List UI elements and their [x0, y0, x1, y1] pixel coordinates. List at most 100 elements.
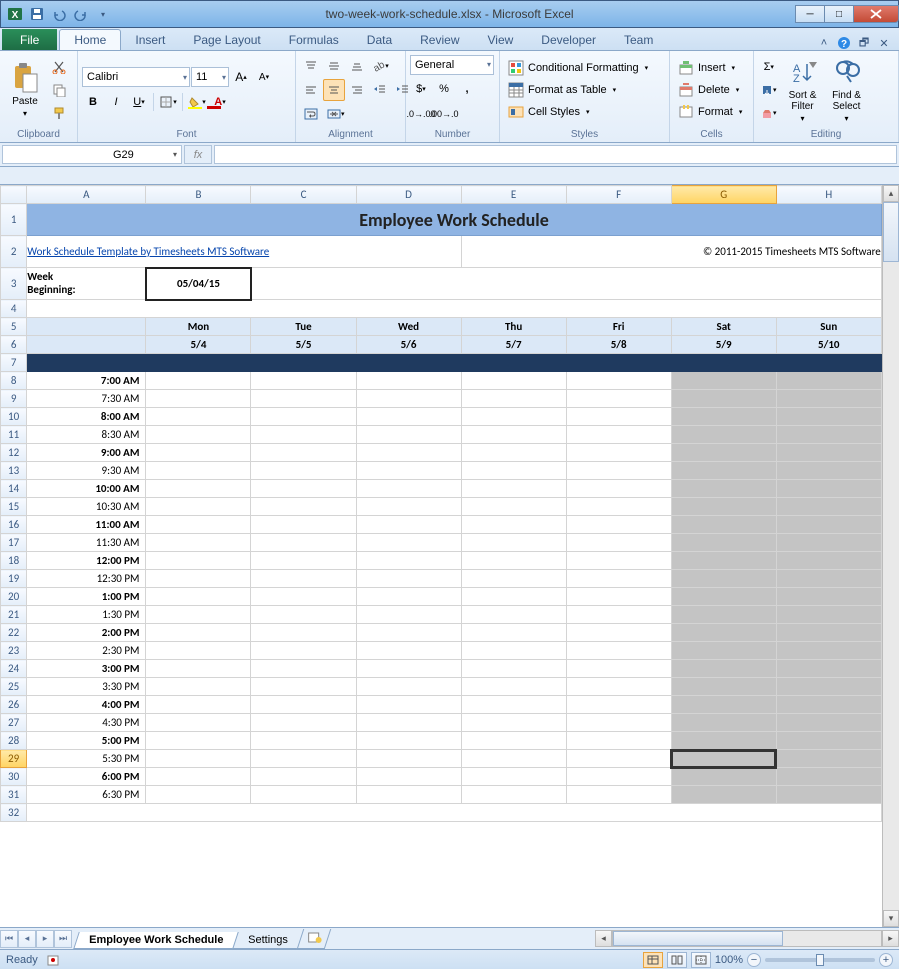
scroll-thumb[interactable]	[613, 931, 783, 946]
name-box[interactable]: G29▾	[2, 145, 182, 164]
shrink-font-icon[interactable]: A▾	[253, 66, 275, 88]
schedule-cell[interactable]	[671, 588, 776, 606]
copy-icon[interactable]	[48, 79, 70, 101]
schedule-cell[interactable]	[146, 372, 251, 390]
tab-home[interactable]: Home	[59, 29, 121, 50]
schedule-cell[interactable]	[566, 408, 671, 426]
schedule-cell[interactable]	[671, 606, 776, 624]
minimize-ribbon-icon[interactable]: ˄	[817, 36, 831, 50]
schedule-cell[interactable]	[251, 534, 356, 552]
schedule-cell[interactable]	[776, 390, 881, 408]
schedule-cell[interactable]	[146, 480, 251, 498]
number-format-combo[interactable]: General▾	[410, 55, 494, 75]
row-header[interactable]: 25	[1, 678, 27, 696]
schedule-cell[interactable]	[356, 768, 461, 786]
schedule-cell[interactable]	[566, 570, 671, 588]
close-button[interactable]	[853, 5, 899, 23]
page-layout-view-icon[interactable]	[667, 952, 687, 968]
schedule-cell[interactable]	[671, 444, 776, 462]
row-header[interactable]: 16	[1, 516, 27, 534]
schedule-cell[interactable]	[356, 408, 461, 426]
schedule-cell[interactable]	[671, 624, 776, 642]
schedule-cell[interactable]	[566, 516, 671, 534]
format-painter-icon[interactable]	[48, 102, 70, 124]
schedule-cell[interactable]	[251, 390, 356, 408]
vertical-scrollbar[interactable]: ▴ ▾	[882, 185, 899, 927]
worksheet-grid[interactable]: ABCDEFGH1Employee Work Schedule2Work Sch…	[0, 185, 899, 927]
schedule-cell[interactable]	[146, 462, 251, 480]
zoom-in-button[interactable]: +	[879, 953, 893, 967]
row-header[interactable]: 9	[1, 390, 27, 408]
schedule-cell[interactable]	[776, 552, 881, 570]
schedule-cell[interactable]	[146, 786, 251, 804]
schedule-cell[interactable]	[671, 696, 776, 714]
row-header[interactable]: 3	[1, 268, 27, 300]
row-header[interactable]: 21	[1, 606, 27, 624]
schedule-cell[interactable]	[146, 570, 251, 588]
scroll-thumb[interactable]	[883, 202, 899, 262]
schedule-cell[interactable]	[461, 606, 566, 624]
schedule-cell[interactable]	[776, 408, 881, 426]
row-header[interactable]: 1	[1, 204, 27, 236]
schedule-cell[interactable]	[356, 642, 461, 660]
schedule-cell[interactable]	[566, 534, 671, 552]
schedule-cell[interactable]	[461, 552, 566, 570]
schedule-cell[interactable]	[356, 480, 461, 498]
sheet-nav-first-icon[interactable]: ⏮	[0, 930, 18, 948]
schedule-cell[interactable]	[146, 444, 251, 462]
schedule-cell[interactable]	[146, 696, 251, 714]
decrease-indent-icon[interactable]	[369, 79, 391, 101]
schedule-cell[interactable]	[146, 714, 251, 732]
sheet-tab[interactable]: Settings	[233, 932, 304, 949]
schedule-cell[interactable]	[356, 516, 461, 534]
column-header[interactable]: F	[566, 186, 671, 204]
schedule-cell[interactable]	[566, 678, 671, 696]
find-select-button[interactable]: Find & Select▾	[826, 53, 868, 126]
schedule-cell[interactable]	[461, 588, 566, 606]
format-cells-button[interactable]: Format▾	[674, 101, 746, 122]
row-header[interactable]: 11	[1, 426, 27, 444]
tab-data[interactable]: Data	[353, 29, 406, 50]
schedule-cell[interactable]	[776, 696, 881, 714]
schedule-cell[interactable]	[671, 534, 776, 552]
tab-review[interactable]: Review	[406, 29, 473, 50]
schedule-cell[interactable]	[566, 372, 671, 390]
schedule-cell[interactable]	[461, 498, 566, 516]
schedule-cell[interactable]	[566, 426, 671, 444]
merge-center-icon[interactable]: ▾	[323, 103, 349, 125]
row-header[interactable]: 29	[1, 750, 27, 768]
sheet-nav-prev-icon[interactable]: ◂	[18, 930, 36, 948]
schedule-cell[interactable]	[461, 444, 566, 462]
bold-button[interactable]: B	[82, 91, 104, 113]
schedule-cell[interactable]	[566, 768, 671, 786]
save-icon[interactable]	[27, 4, 47, 24]
schedule-cell[interactable]	[251, 786, 356, 804]
row-header[interactable]: 5	[1, 318, 27, 336]
schedule-cell[interactable]	[776, 570, 881, 588]
schedule-cell[interactable]	[776, 660, 881, 678]
schedule-cell[interactable]	[461, 570, 566, 588]
schedule-cell[interactable]	[461, 534, 566, 552]
schedule-cell[interactable]	[566, 552, 671, 570]
sort-filter-button[interactable]: AZ Sort & Filter▾	[782, 53, 824, 126]
schedule-cell[interactable]	[251, 462, 356, 480]
schedule-cell[interactable]	[251, 516, 356, 534]
schedule-cell[interactable]	[356, 624, 461, 642]
schedule-cell[interactable]	[671, 516, 776, 534]
row-header[interactable]: 26	[1, 696, 27, 714]
schedule-cell[interactable]	[461, 480, 566, 498]
schedule-cell[interactable]	[461, 678, 566, 696]
decrease-decimal-icon[interactable]: .00→.0	[433, 103, 455, 125]
schedule-cell[interactable]	[461, 426, 566, 444]
window-close-icon[interactable]: ✕	[877, 36, 891, 50]
normal-view-icon[interactable]	[643, 952, 663, 968]
schedule-cell[interactable]	[146, 660, 251, 678]
schedule-cell[interactable]	[356, 426, 461, 444]
schedule-cell[interactable]	[776, 498, 881, 516]
column-header[interactable]: E	[461, 186, 566, 204]
row-header[interactable]: 28	[1, 732, 27, 750]
maximize-button[interactable]: □	[824, 5, 854, 23]
horizontal-scrollbar[interactable]: ◂ ▸	[595, 930, 899, 947]
schedule-cell[interactable]	[566, 750, 671, 768]
align-top-icon[interactable]	[300, 55, 322, 77]
